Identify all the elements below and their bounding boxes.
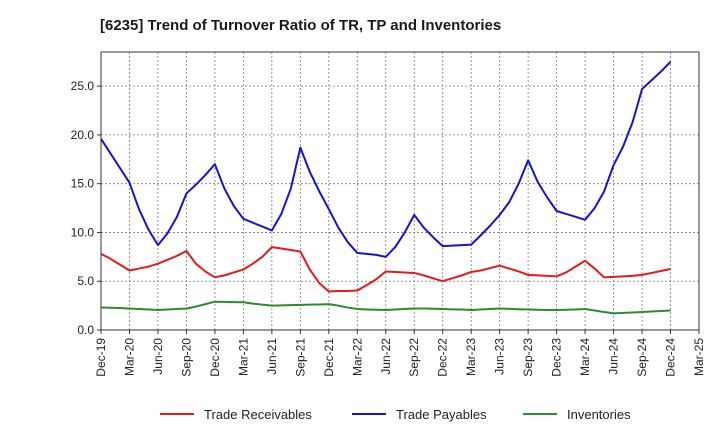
y-tick-label: 10.0 [71, 225, 95, 239]
legend: Trade Receivables Trade Payables Inventori… [160, 407, 631, 422]
y-tick-label: 15.0 [71, 177, 95, 191]
x-tick-label: Dec-22 [436, 338, 450, 377]
x-tick-label: Mar-21 [236, 338, 250, 376]
grid-lines [101, 52, 699, 330]
x-tick-label: Mar-25 [692, 338, 706, 376]
y-tick-label: 20.0 [71, 128, 95, 142]
x-tick-label: Dec-19 [94, 338, 108, 377]
x-tick-label: Sep-21 [293, 338, 307, 377]
x-tick-label: Mar-22 [350, 338, 364, 376]
series-line-trade-payables [100, 61, 672, 258]
x-tick-label: Jun-24 [607, 338, 621, 375]
y-tick-label: 0.0 [77, 323, 94, 337]
x-tick-label: Dec-21 [322, 338, 336, 377]
x-tick-label: Sep-20 [179, 338, 193, 377]
legend-label-inventories: Inventories [567, 407, 631, 422]
x-tick-label: Mar-20 [122, 338, 136, 376]
legend-label-trade-payables: Trade Payables [396, 407, 487, 422]
x-tick-label: Jun-21 [265, 338, 279, 375]
y-tick-label: 25.0 [71, 79, 95, 93]
x-tick-label: Jun-23 [493, 338, 507, 375]
x-tick-label: Mar-23 [464, 338, 478, 376]
x-tick-label: Dec-24 [664, 338, 678, 377]
legend-label-trade-receivables: Trade Receivables [204, 407, 312, 422]
x-tick-label: Sep-22 [407, 338, 421, 377]
chart-title: [6235] Trend of Turnover Ratio of TR, TP… [100, 17, 501, 34]
series-line-trade-receivables [100, 246, 671, 293]
x-tick-label: Dec-20 [208, 338, 222, 377]
y-axis-ticks: 0.0 5.0 10.0 15.0 20.0 25.0 [71, 79, 101, 337]
x-tick-label: Jun-20 [151, 338, 165, 375]
x-axis-ticks: Dec-19 Mar-20 Jun-20 Sep-20 Dec-20 Mar-21 Jun-… [94, 330, 706, 377]
x-tick-label: Sep-23 [521, 338, 535, 377]
series-line-inventories [100, 300, 671, 315]
x-tick-label: Mar-24 [578, 338, 592, 376]
series-lines [100, 61, 672, 315]
y-tick-label: 5.0 [77, 274, 94, 288]
x-tick-label: Dec-23 [550, 338, 564, 377]
x-tick-label: Jun-22 [379, 338, 393, 375]
x-tick-label: Sep-24 [635, 338, 649, 377]
plot-area-frame [100, 51, 700, 331]
